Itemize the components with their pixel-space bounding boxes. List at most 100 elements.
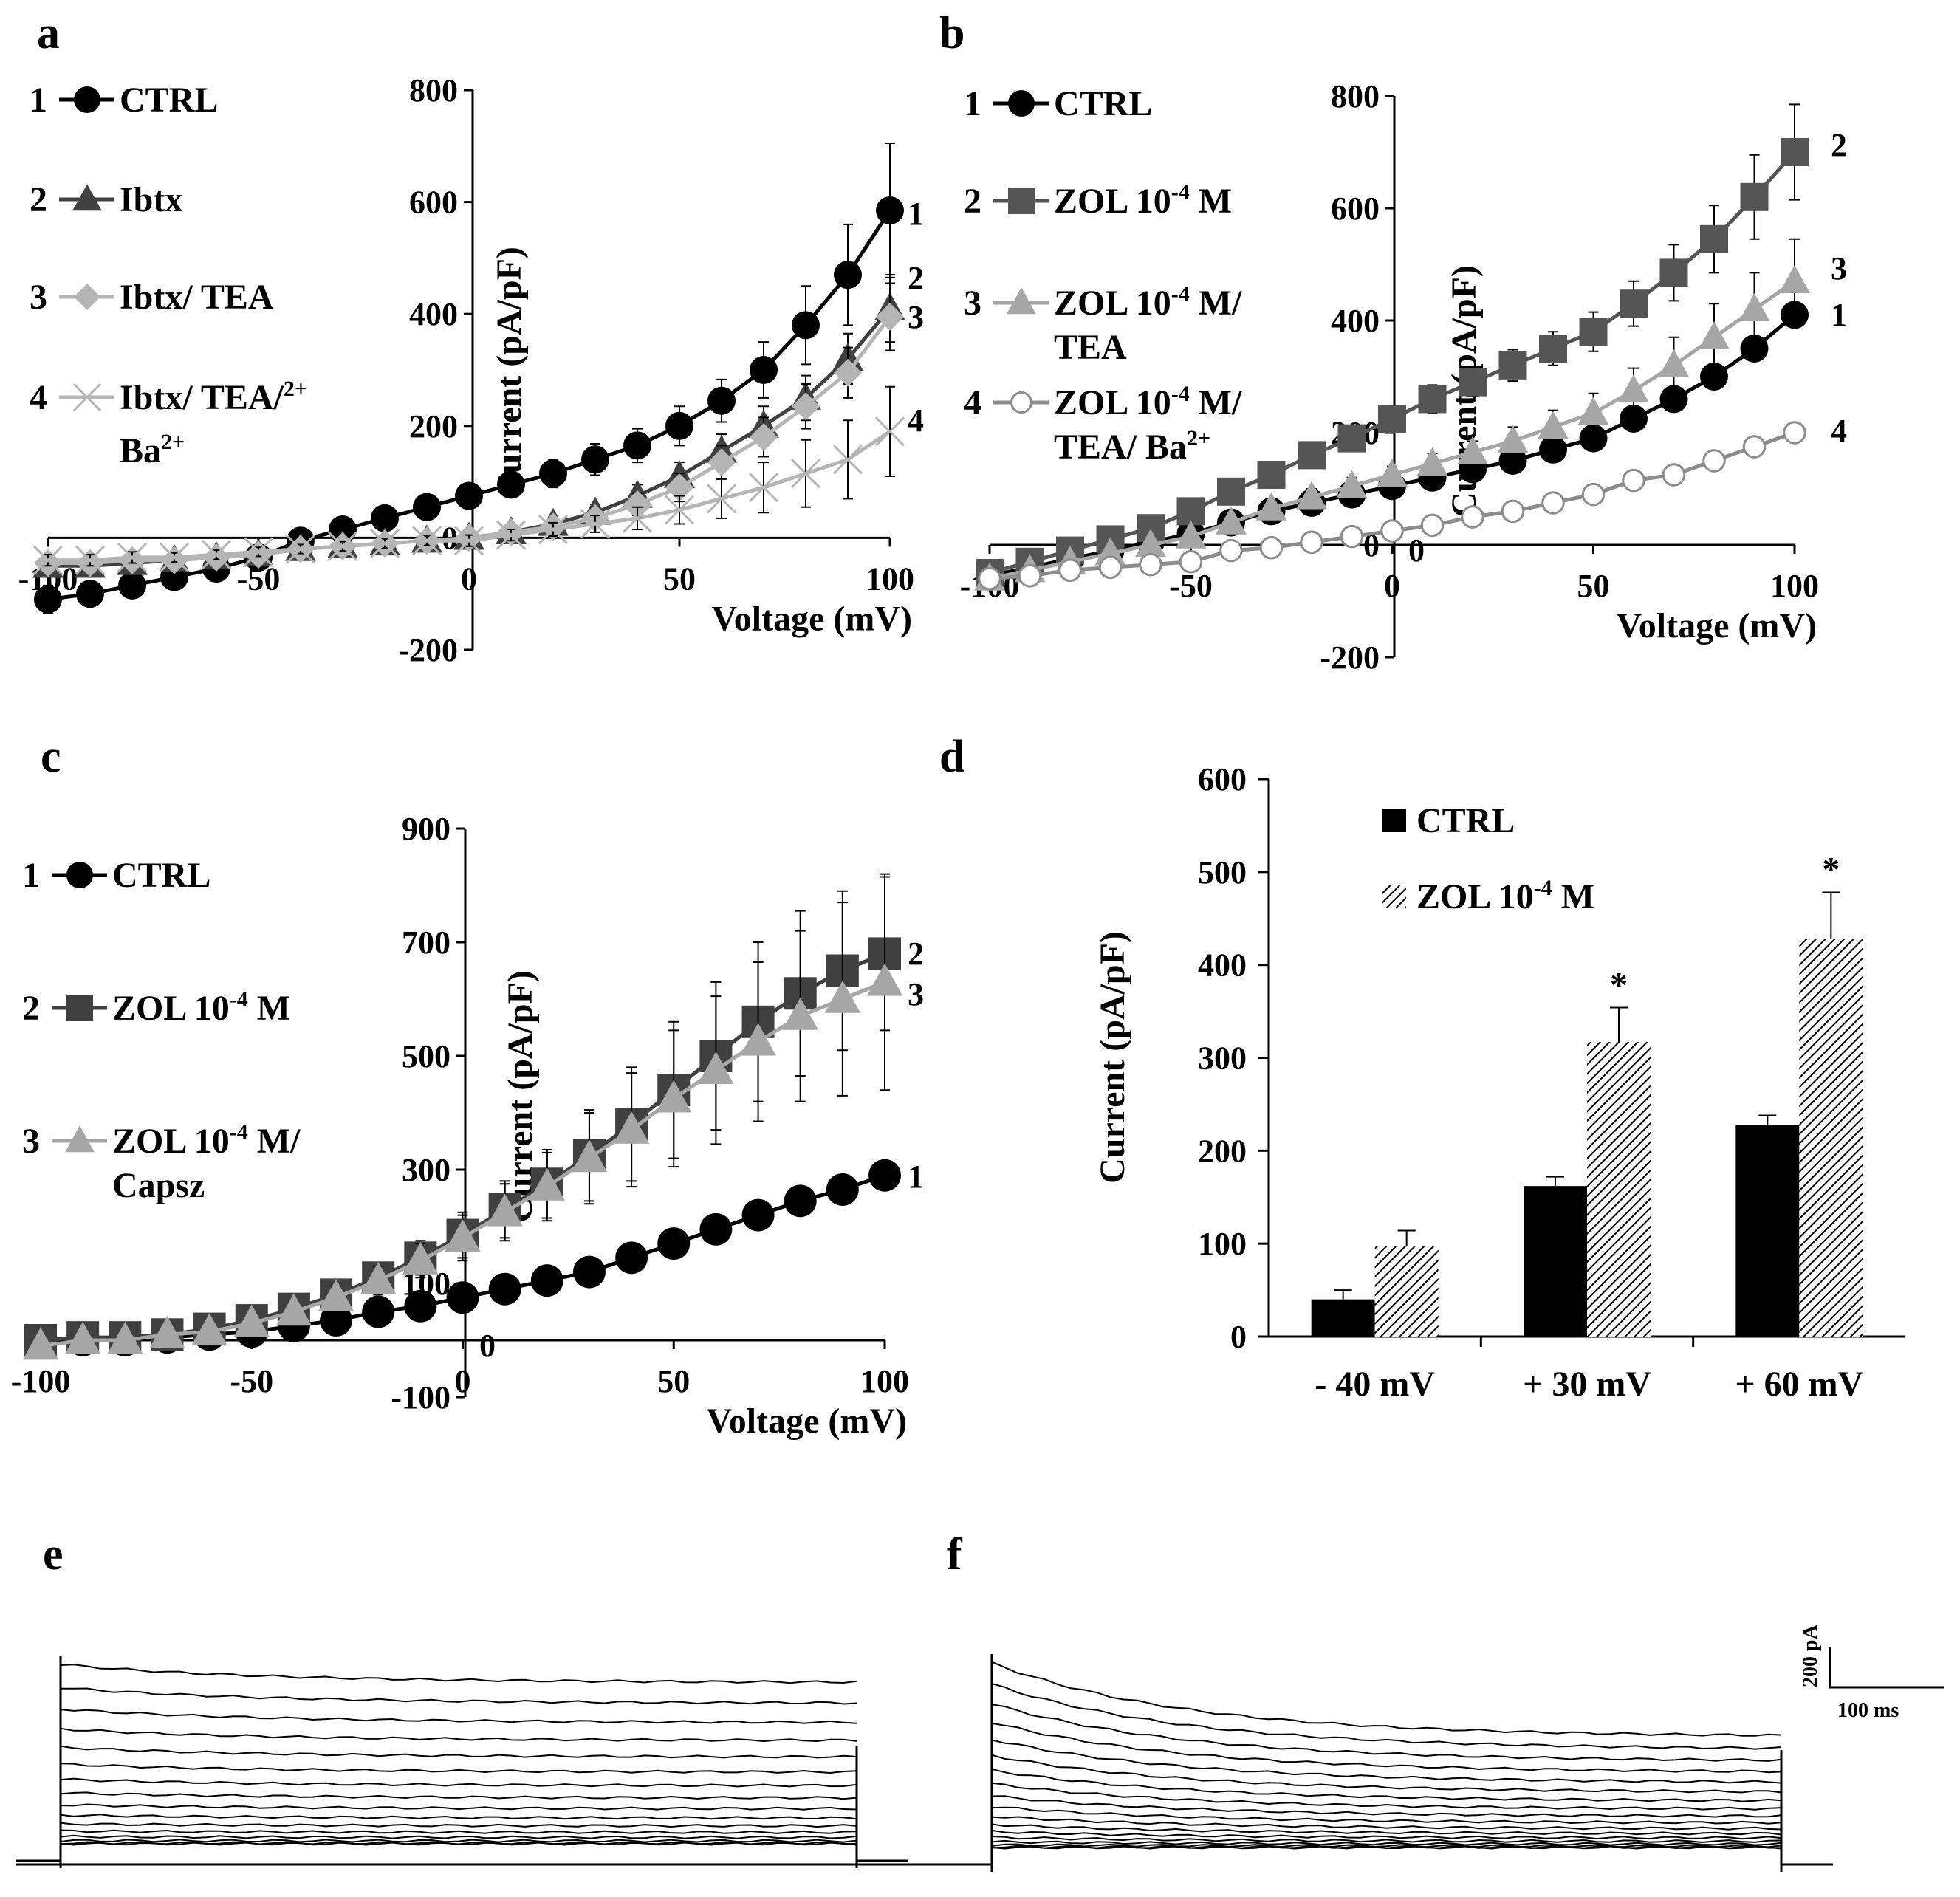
data-point — [1259, 536, 1284, 560]
legend-label: CTRL — [1416, 801, 1515, 840]
curve-end-label: 3 — [908, 976, 924, 1012]
current-trace — [60, 1745, 857, 1759]
data-point — [874, 416, 905, 447]
data-point — [1618, 374, 1649, 403]
y-axis-label: Current (pA/pF) — [1093, 931, 1132, 1184]
x-tick-label: 100 — [1770, 568, 1819, 604]
current-trace — [60, 1841, 857, 1845]
legend-label-line2: TEA/ Ba2+ — [1054, 426, 1210, 467]
legend-entry-2: 2 ZOL 10-4 M — [22, 987, 290, 1028]
x-tick-label: 0 — [461, 560, 477, 597]
data-point — [275, 1293, 312, 1326]
scale-bar: 200 pA 100 ms — [1799, 1624, 1944, 1722]
current-trace — [991, 1722, 1782, 1774]
data-point — [159, 542, 190, 572]
legend-marker — [66, 862, 93, 888]
data-point — [32, 545, 64, 575]
x-tick-label: -50 — [1169, 568, 1213, 604]
legend-number: 3 — [22, 1122, 40, 1161]
data-point — [1579, 318, 1608, 346]
current-trace — [60, 1687, 857, 1705]
data-point — [402, 1241, 439, 1275]
y-tick-label: 200 — [409, 408, 458, 445]
data-point — [1418, 385, 1447, 414]
data-point — [1498, 447, 1527, 475]
bar-zol — [1799, 939, 1863, 1337]
data-point — [320, 1304, 353, 1337]
data-point — [1538, 411, 1569, 439]
panel-label-d: d — [939, 732, 964, 782]
data-point — [107, 1321, 143, 1354]
current-trace — [60, 1727, 857, 1743]
y-tick-label: -200 — [398, 632, 458, 668]
data-point — [1620, 289, 1648, 318]
data-point — [834, 358, 862, 387]
legend-marker — [1010, 391, 1032, 414]
legend-marker — [66, 995, 93, 1021]
data-point — [1541, 491, 1565, 515]
data-point — [1740, 335, 1769, 363]
legend-entry-2: 2 Ibtx — [30, 180, 182, 219]
data-point — [455, 481, 483, 510]
data-point — [1257, 461, 1286, 489]
scale-bar-y-label: 200 pA — [1799, 1624, 1822, 1687]
data-point — [1539, 335, 1567, 363]
x-axis-label: Voltage (mV) — [712, 599, 913, 638]
data-point — [664, 495, 695, 525]
data-point — [1340, 524, 1364, 549]
data-point — [149, 1316, 185, 1348]
data-point — [1579, 424, 1608, 453]
legend-label: ZOL 10-4 M — [1416, 876, 1594, 916]
legend-number: 2 — [22, 989, 40, 1028]
current-trace — [991, 1843, 1782, 1848]
y-tick-label: 700 — [402, 925, 450, 961]
data-point — [1139, 552, 1162, 577]
data-point — [1539, 435, 1567, 464]
scale-bar-lines — [1829, 1647, 1944, 1689]
error-bar — [1822, 891, 1840, 939]
legend-label: CTRL — [112, 856, 210, 895]
data-point — [318, 1278, 354, 1311]
legend-marker — [74, 86, 100, 113]
legend-number: 3 — [30, 278, 47, 317]
data-point — [1216, 506, 1247, 535]
data-point — [539, 459, 567, 488]
curve-end-label: 2 — [908, 260, 924, 296]
data-point — [1457, 436, 1488, 464]
legend-marker — [1008, 188, 1035, 214]
data-point — [622, 503, 653, 533]
data-point — [404, 1289, 437, 1323]
legend-label: Ibtx/ TEA/2+ — [120, 377, 307, 417]
data-point — [1742, 435, 1767, 459]
bar-ctrl — [1524, 1186, 1587, 1337]
data-point — [201, 540, 232, 570]
data-point — [329, 515, 357, 544]
x-tick-label: 50 — [657, 1363, 690, 1399]
y-tick-label: 200 — [1198, 1133, 1247, 1169]
data-point — [530, 1264, 563, 1297]
error-bar — [1397, 1229, 1416, 1246]
x-tick-label: 0 — [455, 1363, 471, 1399]
legend-number: 2 — [964, 182, 981, 221]
data-point — [707, 386, 736, 415]
data-point — [233, 1304, 270, 1337]
current-trace — [60, 1803, 857, 1811]
y-tick-label: -100 — [391, 1379, 450, 1416]
data-point — [1781, 138, 1809, 166]
legend-label: ZOL 10-4 M/ — [1054, 282, 1242, 323]
data-point — [453, 526, 484, 556]
current-trace — [991, 1754, 1782, 1794]
legend-marker — [1008, 90, 1035, 117]
data-point — [571, 1139, 608, 1173]
x-category-label: - 40 mV — [1315, 1365, 1435, 1404]
data-point — [792, 392, 820, 421]
data-point — [876, 196, 904, 224]
current-trace — [991, 1795, 1782, 1818]
data-point — [750, 356, 778, 384]
data-point — [369, 528, 400, 559]
data-point — [487, 1193, 523, 1227]
legend-marker — [65, 1125, 95, 1153]
x-tick-label: 100 — [866, 560, 914, 597]
